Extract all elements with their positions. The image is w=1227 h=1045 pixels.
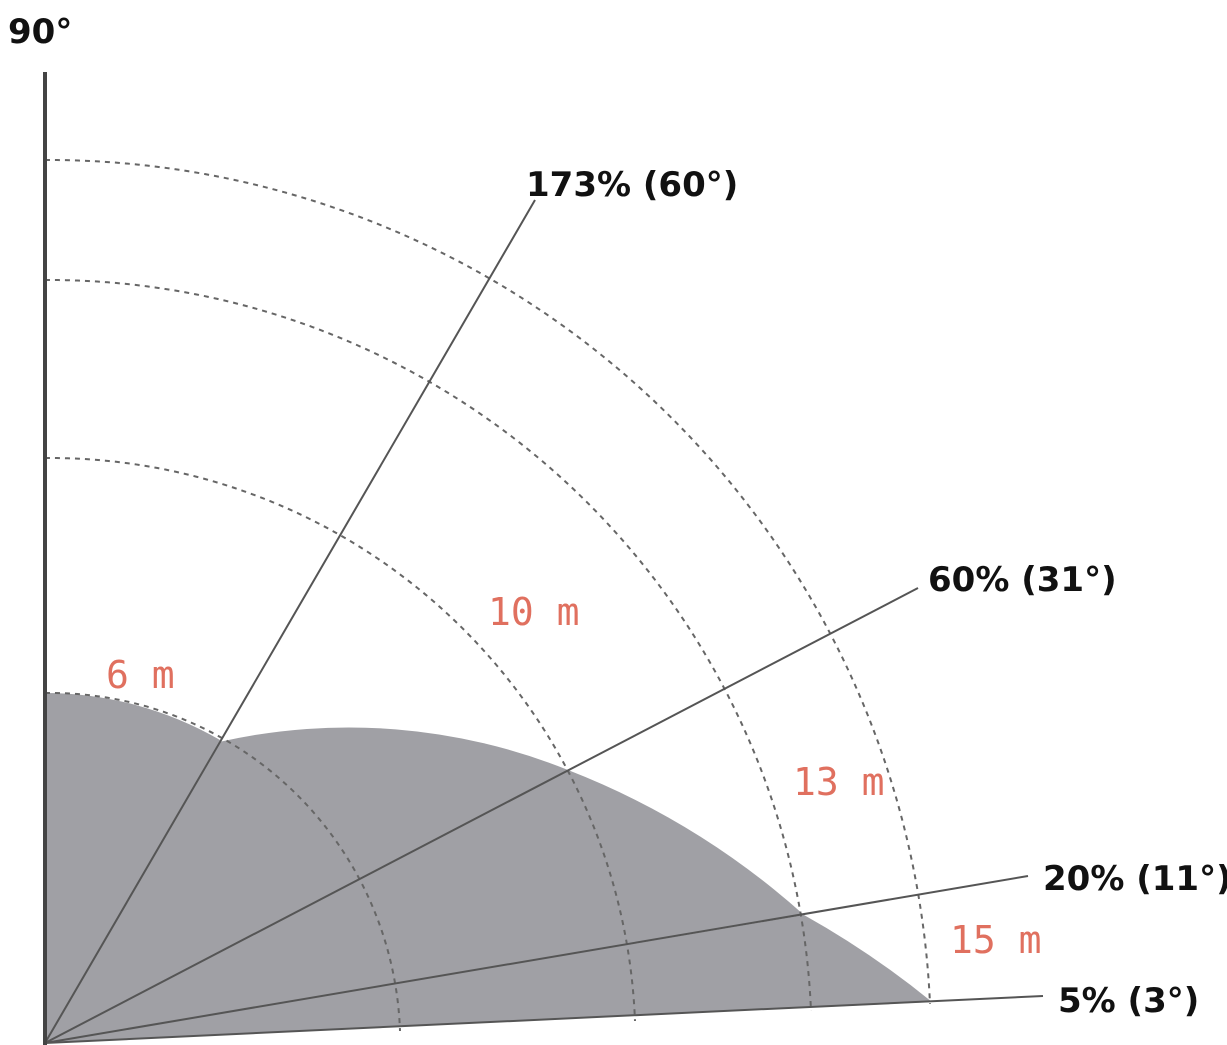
shaded-zones [45, 693, 932, 1043]
distance-label-6m: 6 m [106, 653, 175, 697]
distance-label-13m: 13 m [793, 760, 885, 804]
arc-6m [44, 691, 401, 1032]
ray-3-degrees [44, 995, 1044, 1044]
slope-rays [44, 199, 1044, 1044]
slope-label-60: 173% (60°) [526, 165, 738, 205]
shaded-zone-6m [45, 693, 220, 1043]
slope-label-11: 20% (11°) [1043, 859, 1227, 899]
distance-label-15m: 15 m [950, 918, 1042, 962]
shaded-zone-10m [45, 727, 568, 1043]
ray-11-degrees [44, 875, 1029, 1044]
arc-15m [44, 158, 931, 1005]
ray-31-degrees [44, 587, 919, 1044]
ray-60-degrees [44, 199, 536, 1044]
arc-10m [44, 456, 636, 1022]
axis-label-90: 90° [8, 12, 72, 52]
arc-13m [44, 278, 812, 1012]
shaded-zone-13m [45, 770, 804, 1043]
distance-label-10m: 10 m [488, 590, 580, 634]
slope-label-31: 60% (31°) [928, 560, 1117, 600]
distance-arcs [44, 158, 931, 1032]
slope-label-3: 5% (3°) [1058, 981, 1199, 1021]
